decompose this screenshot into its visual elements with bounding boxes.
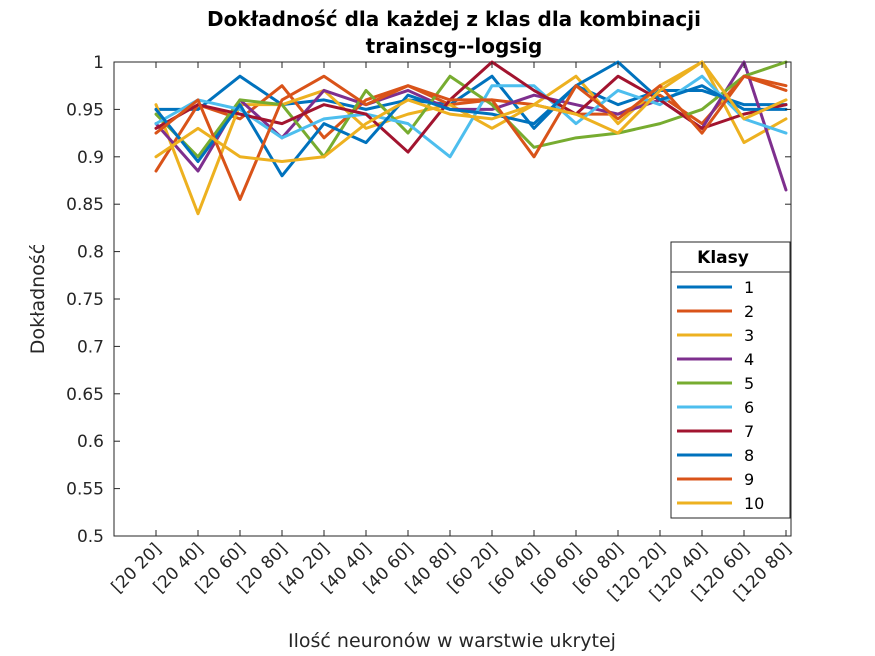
series-line-7 [154,60,788,154]
legend-items: 1 2 3 4 5 6 7 8 9 10 [677,278,764,513]
legend-title: Klasy [697,248,749,268]
legend-label: 7 [744,422,754,441]
chart-title-line-2: trainscg--logsig [366,34,543,58]
y-tick-label: 1 [93,53,104,73]
legend-label: 10 [744,494,764,513]
legend-label: 2 [744,302,754,321]
y-tick-label: 0.55 [66,480,104,500]
y-tick-label: 0.95 [66,100,104,120]
y-axis-label: Dokładność [27,244,49,354]
y-tick-label: 0.75 [66,290,104,310]
series-line-10 [154,60,788,164]
legend-box [670,241,791,519]
y-tick-label: 0.8 [77,243,104,263]
y-tick-label: 0.5 [77,527,104,547]
x-axis-label: Ilość neuronów w warstwie ukrytej [288,630,616,652]
y-tick-label: 0.9 [77,148,104,168]
series-line-9 [154,74,788,201]
legend-label: 6 [744,398,754,417]
y-tick-label: 0.7 [77,337,104,357]
y-tick-label: 0.6 [77,432,104,452]
legend: Klasy 1 2 3 4 5 6 7 8 9 10 [670,241,791,519]
legend-label: 3 [744,326,754,345]
legend-label: 9 [744,470,754,489]
legend-label: 5 [744,374,754,393]
series-line-6 [154,74,788,159]
y-tick-label: 0.85 [66,195,104,215]
series-line-5 [154,60,788,159]
series-layer [154,60,788,216]
chart-title-line-1: Dokładność dla każdej z klas dla kombina… [207,7,701,31]
legend-label: 1 [744,278,754,297]
series-line-8 [154,60,788,178]
y-tick-label: 0.65 [66,385,104,405]
legend-label: 8 [744,446,754,465]
legend-label: 4 [744,350,754,369]
